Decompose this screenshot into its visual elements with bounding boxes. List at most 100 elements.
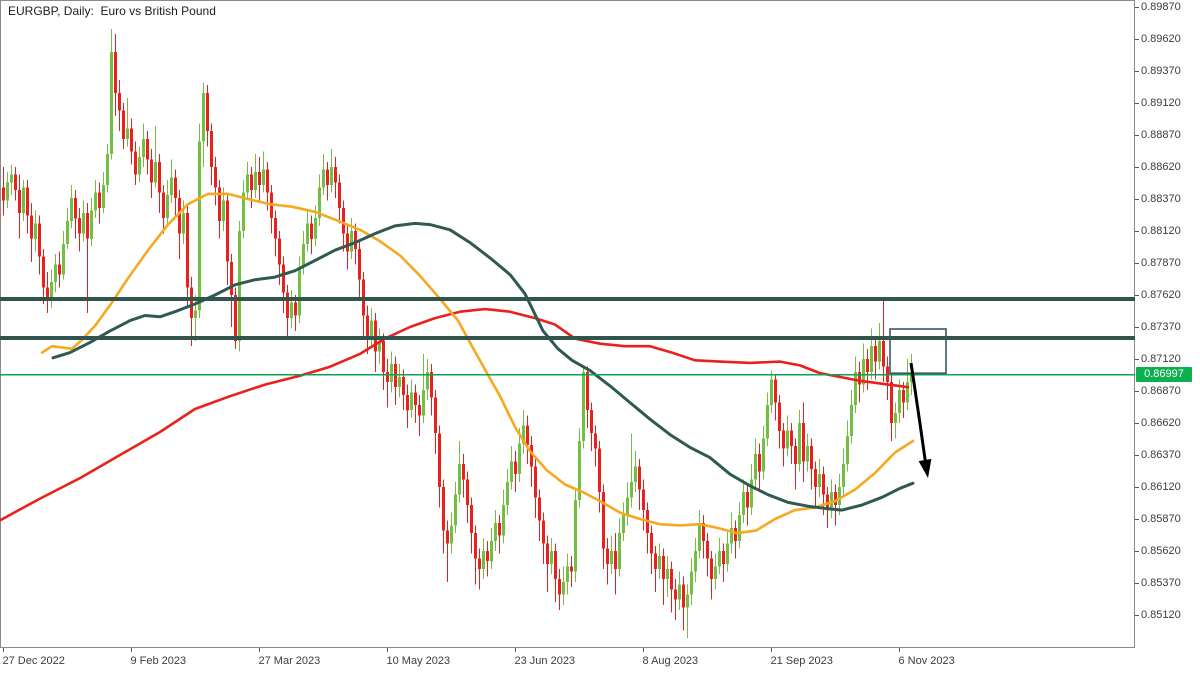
candle — [654, 545, 657, 592]
candle-body — [434, 397, 437, 434]
candle-body — [86, 213, 89, 239]
candle-body — [470, 505, 473, 534]
candle-body — [334, 167, 337, 183]
candle-body — [818, 474, 821, 487]
candle-body — [670, 569, 673, 590]
supply-zone-rectangle[interactable] — [889, 328, 947, 375]
candle — [210, 123, 213, 185]
candle-body — [642, 489, 645, 511]
candle-body — [422, 389, 425, 416]
candle-body — [98, 192, 101, 208]
candle-body — [322, 169, 325, 188]
candle — [658, 543, 661, 580]
candle — [458, 441, 461, 503]
candle-body — [38, 223, 41, 257]
candle — [782, 423, 785, 467]
candle-body — [18, 190, 21, 214]
candle-body — [410, 392, 413, 411]
candle-body — [798, 423, 801, 464]
candle-body — [634, 466, 637, 482]
price-label: 0.85120 — [1141, 608, 1181, 621]
candle-body — [526, 425, 529, 445]
candle-body — [54, 264, 57, 283]
candle — [378, 328, 381, 365]
candle-body — [686, 594, 689, 608]
candle-body — [870, 346, 873, 372]
candle-body — [450, 525, 453, 544]
candle-body — [514, 461, 517, 475]
candle-body — [678, 584, 681, 600]
candle — [74, 190, 77, 239]
candle — [718, 538, 721, 575]
price-label: 0.88120 — [1141, 224, 1181, 237]
candle-body — [830, 492, 833, 508]
candle-body — [614, 551, 617, 569]
candle-body — [242, 192, 245, 231]
candle — [18, 174, 21, 239]
candle-body — [510, 461, 513, 482]
candle-body — [762, 438, 765, 472]
price-label: 0.85870 — [1141, 512, 1181, 525]
candle — [150, 149, 153, 198]
candle — [538, 489, 541, 541]
candle — [126, 97, 129, 147]
sell-direction-arrow[interactable] — [909, 362, 932, 478]
candle — [122, 103, 125, 150]
candle-body — [570, 566, 573, 572]
candle — [738, 502, 741, 549]
candle-body — [486, 551, 489, 562]
candle — [630, 433, 633, 508]
candle-body — [802, 423, 805, 462]
candle — [94, 179, 97, 219]
candle-body — [258, 172, 261, 185]
candle — [462, 453, 465, 498]
candle — [138, 146, 141, 183]
candle-body — [710, 558, 713, 580]
candle — [26, 179, 29, 234]
candle — [906, 359, 909, 411]
candle — [14, 167, 17, 201]
candle-body — [894, 412, 897, 423]
candle-body — [442, 487, 445, 531]
candle — [450, 512, 453, 554]
candle — [750, 464, 753, 516]
candle — [6, 172, 9, 208]
candle — [518, 428, 521, 482]
candle-body — [742, 492, 745, 516]
candle-body — [378, 341, 381, 352]
date-label: 27 Dec 2022 — [2, 655, 65, 667]
candle-body — [810, 446, 813, 470]
candle — [174, 169, 177, 216]
candle — [614, 533, 617, 595]
candle — [374, 313, 377, 372]
candle-body — [134, 151, 137, 175]
date-label: 23 Jun 2023 — [514, 655, 576, 667]
candle-body — [718, 551, 721, 567]
candle-body — [286, 292, 289, 319]
candle-body — [666, 569, 669, 580]
candle — [814, 461, 817, 508]
candle-body — [494, 522, 497, 541]
candle — [886, 356, 889, 400]
candle — [218, 179, 221, 239]
price-label: 0.86620 — [1141, 416, 1181, 429]
candle-body — [82, 213, 85, 234]
candle-body — [170, 177, 173, 196]
candle-body — [910, 374, 913, 383]
candle-body — [738, 515, 741, 541]
candle-body — [338, 182, 341, 208]
candle — [402, 369, 405, 411]
candle — [198, 123, 201, 319]
candle-body — [370, 320, 373, 336]
candle — [130, 118, 133, 165]
candle-body — [838, 487, 841, 505]
candle-body — [906, 382, 909, 403]
candle-body — [146, 138, 149, 160]
candle-body — [882, 341, 885, 367]
candle-body — [766, 405, 769, 439]
candle-body — [206, 92, 209, 132]
candle-body — [326, 169, 329, 185]
candle — [334, 156, 337, 198]
candle — [546, 535, 549, 592]
